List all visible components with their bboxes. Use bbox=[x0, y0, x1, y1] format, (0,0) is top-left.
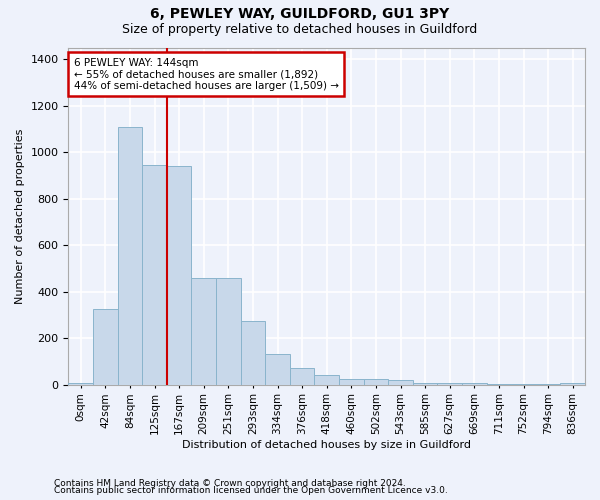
Bar bbox=[388, 380, 413, 384]
Bar bbox=[142, 165, 167, 384]
Bar bbox=[241, 320, 265, 384]
Bar bbox=[314, 376, 339, 384]
Bar bbox=[437, 383, 462, 384]
Text: 6, PEWLEY WAY, GUILDFORD, GU1 3PY: 6, PEWLEY WAY, GUILDFORD, GU1 3PY bbox=[151, 8, 449, 22]
Bar bbox=[290, 368, 314, 384]
Text: 6 PEWLEY WAY: 144sqm
← 55% of detached houses are smaller (1,892)
44% of semi-de: 6 PEWLEY WAY: 144sqm ← 55% of detached h… bbox=[74, 58, 338, 91]
Bar bbox=[265, 354, 290, 384]
Bar bbox=[413, 383, 437, 384]
Text: Contains HM Land Registry data © Crown copyright and database right 2024.: Contains HM Land Registry data © Crown c… bbox=[54, 478, 406, 488]
Bar bbox=[339, 379, 364, 384]
Bar bbox=[118, 126, 142, 384]
Bar bbox=[68, 383, 93, 384]
Bar bbox=[560, 383, 585, 384]
Text: Size of property relative to detached houses in Guildford: Size of property relative to detached ho… bbox=[122, 22, 478, 36]
Bar bbox=[191, 278, 216, 384]
Bar bbox=[462, 383, 487, 384]
Bar bbox=[216, 278, 241, 384]
Bar bbox=[364, 379, 388, 384]
Y-axis label: Number of detached properties: Number of detached properties bbox=[15, 128, 25, 304]
X-axis label: Distribution of detached houses by size in Guildford: Distribution of detached houses by size … bbox=[182, 440, 471, 450]
Bar bbox=[93, 309, 118, 384]
Bar bbox=[167, 166, 191, 384]
Text: Contains public sector information licensed under the Open Government Licence v3: Contains public sector information licen… bbox=[54, 486, 448, 495]
